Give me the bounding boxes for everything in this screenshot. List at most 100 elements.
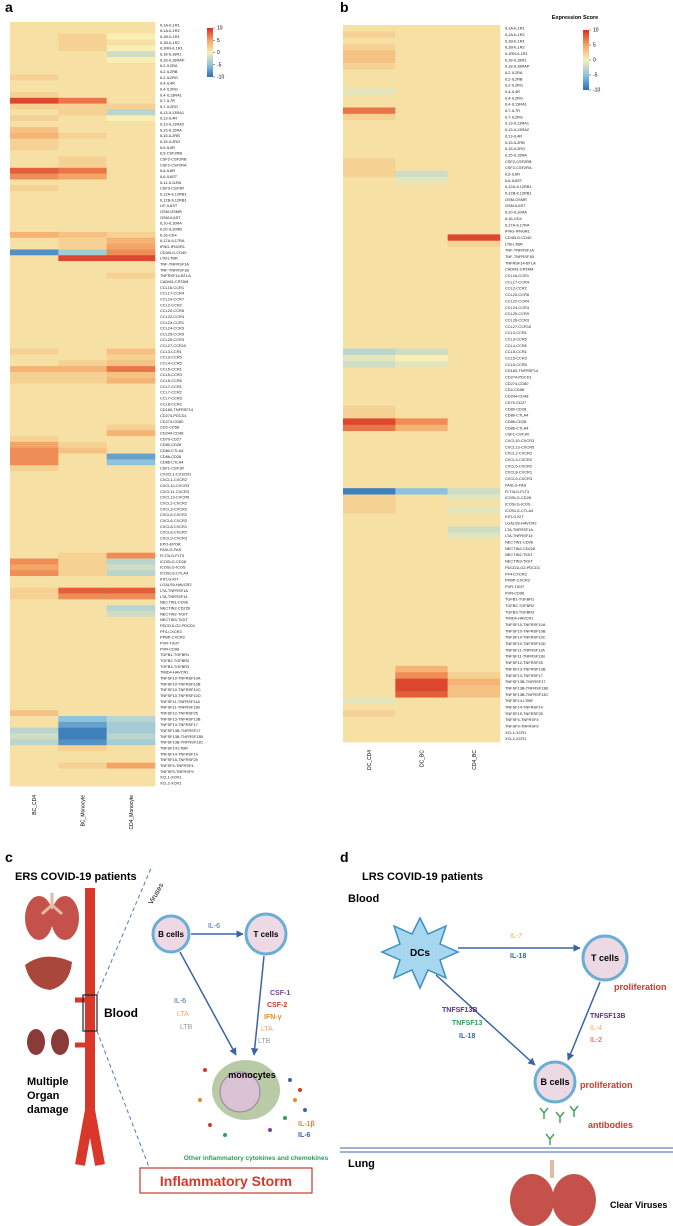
heatmap-cell [447,405,501,413]
heatmap-cell [447,354,501,362]
heatmap-cell [343,215,396,222]
signal-label: IL-1β [298,1121,315,1128]
heatmap-cell [447,82,501,89]
heatmap-cell [395,380,448,387]
heatmap-cell [106,710,156,717]
heatmap-cell [58,412,107,419]
heatmap-cell [106,611,156,618]
row-label: ICOSLG-ICOS [505,501,531,506]
heatmap-cell [58,62,107,69]
heatmap-cell [106,144,156,151]
heatmap-cell [106,616,156,624]
heatmap-cell [106,762,156,769]
lung-label: Lung [348,1158,375,1170]
heatmap-cell [10,27,59,34]
heatmap-cell [395,215,448,222]
signal-label: LTA [261,1026,273,1033]
row-label: OSM-IL6ST [505,203,526,208]
heatmap-cell [447,608,501,616]
heatmap-cell [10,272,59,279]
heatmap-cell [10,167,59,174]
heatmap-cell [447,659,501,667]
heatmap-cell [58,91,107,99]
heatmap-cell [395,602,448,610]
heatmap-cell [395,126,448,134]
heatmap-cell [343,323,396,330]
heatmap-cell [106,587,156,594]
vessel [75,888,105,1166]
heatmap-cell [106,74,156,81]
row-label: CCL16-CCR1 [505,273,529,278]
heatmap-cell [106,348,156,355]
heatmap-cell [58,576,107,583]
heatmap-cell [58,634,107,641]
row-label: CCL5-CCR3 [505,356,527,361]
heatmap-cell [343,126,396,134]
heatmap-cell [106,202,156,209]
row-label: OSM-IL6ST [160,215,181,220]
heatmap-cell [58,366,107,373]
heatmap-cell [106,646,156,653]
heatmap-cell [447,209,501,216]
row-label: CD40LG-CD40 [505,235,532,240]
heatmap-cell [58,319,107,326]
heatmap-cell [58,459,107,466]
heatmap-cell [343,602,396,610]
row-label: CSF3-CSF3R [160,186,184,191]
heatmap-cell [10,156,59,163]
heatmap-cell [106,506,156,513]
row-label: NECTIN1-CD96 [160,600,188,605]
heatmap-cell [10,727,59,734]
row-label: CCL2-CCR2 [160,302,182,307]
heatmap-cell [10,389,59,396]
row-label: CXCL10-CXCR3 [505,438,534,443]
heatmap-cell [10,774,59,781]
row-label: CCL19-CCR7 [160,296,184,301]
heatmap-cell [58,51,107,58]
heatmap-cell [343,703,396,711]
heatmap-cell [106,39,156,46]
heatmap-cell [10,418,59,425]
heatmap-cell [343,456,396,464]
heatmap-cell [58,191,107,198]
heatmap-cell [447,615,501,622]
heatmap-cell [106,494,156,501]
heatmap-cell [395,443,448,451]
heatmap-cell [106,488,156,495]
heatmap-cell [447,551,501,559]
heatmap-cell [106,657,156,664]
heatmap-cell [10,552,59,559]
heatmap-cell [395,691,448,698]
row-label: PPBP-CXCR2 [160,635,185,640]
heatmap-cell [395,386,448,394]
heatmap-cell [106,511,156,519]
heatmap-cell [10,185,59,192]
row-label: CCL5-CCR3 [160,372,182,377]
row-label: NECTIN2-TIGIT [505,552,534,557]
row-label: CD80-CD28 [505,406,526,411]
heatmap-cell [106,447,156,454]
heatmap-cell [395,437,448,445]
row-label: TNFSF15-TNFRSF25 [505,711,543,716]
heatmap-cell [395,545,448,552]
heatmap-cell [343,653,396,660]
row-label: CSF2-CSF2RB [160,156,187,161]
heatmap-cell [343,367,396,375]
heatmap-cell [343,183,396,191]
row-label: CXCL8-CXCR1 [505,470,532,475]
heatmap-cell [447,107,501,115]
heatmap-cell [106,68,156,75]
storm-box [139,1167,313,1194]
heatmap-cell [395,589,448,597]
heatmap-cell [10,290,59,297]
row-label: IL5-CSF2RB [160,151,182,156]
heatmap-cell [58,214,107,221]
heatmap-cell [10,669,59,676]
signal-label: LTB [258,1038,271,1045]
heatmap-cell [447,266,501,273]
row-label: NECTIN2-TIGIT [160,611,189,616]
signal-label: CSF-1 [270,990,290,997]
lung-icon [510,1160,596,1226]
blood-label: Blood [104,1006,138,1020]
clear-label: Clear Viruses [610,1200,667,1210]
